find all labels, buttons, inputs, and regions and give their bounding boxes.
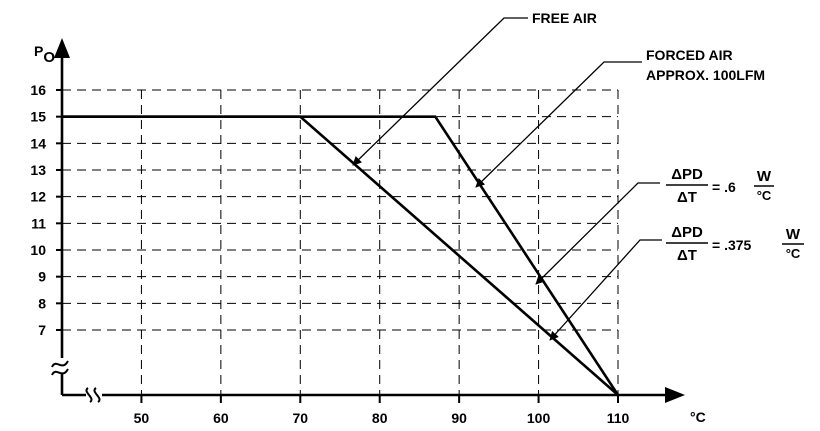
- forced-air-label-line1: FORCED AIR: [646, 47, 733, 63]
- y-tick-label: 10: [30, 242, 46, 258]
- forced-air-label-line2: APPROX. 100LFM: [646, 67, 765, 83]
- y-tick-label: 14: [30, 135, 46, 151]
- y-tick-label: 12: [30, 189, 46, 205]
- series: [62, 115, 620, 396]
- series-line-free-air: [62, 115, 619, 396]
- x-tick-label: 50: [134, 410, 150, 426]
- free-air-label: FREE AIR: [532, 10, 597, 26]
- free-air-leader: [352, 17, 528, 166]
- x-axis-break-icon: [85, 387, 93, 403]
- annotation-free-air: FREE AIR: [352, 10, 597, 166]
- y-axis-break-icon: [51, 360, 69, 368]
- slope-1-unit-denominator: °C: [757, 188, 772, 203]
- y-tick-label: 9: [38, 269, 46, 285]
- x-axis-break-icon: [93, 387, 101, 403]
- y-tick-label: 15: [30, 109, 46, 125]
- annotation-slope-2: ΔPD ΔT = .375 W °C: [549, 224, 804, 341]
- axes: [50, 38, 685, 403]
- slope-1-denominator: ΔT: [677, 189, 697, 206]
- slope-2-unit-numerator: W: [786, 226, 801, 243]
- y-tick-label: 8: [38, 295, 46, 311]
- y-tick-label: 11: [31, 215, 46, 231]
- slope-1-numerator: ΔPD: [671, 166, 703, 183]
- slope-2-leader: [549, 239, 662, 341]
- annotation-forced-air: FORCED AIR APPROX. 100LFM: [475, 47, 765, 188]
- x-tick-label: 70: [292, 410, 308, 426]
- y-axis-title: PO: [34, 43, 55, 66]
- slope-2-unit-denominator: °C: [786, 246, 801, 261]
- slope-2-denominator: ΔT: [677, 247, 697, 264]
- forced-air-leader: [475, 61, 642, 188]
- annotation-slope-1: ΔPD ΔT = .6 W °C: [535, 166, 774, 285]
- x-tick-label: 90: [451, 410, 467, 426]
- y-axis-arrow-icon: [54, 38, 70, 58]
- x-tick-label: 80: [372, 410, 388, 426]
- x-tick-label: 110: [607, 410, 630, 426]
- slope-1-unit-numerator: W: [757, 168, 772, 185]
- y-tick-label: 7: [38, 322, 46, 338]
- slope-2-value: = .375: [712, 237, 752, 253]
- grid: [62, 89, 619, 395]
- series-line-forced-air: [62, 115, 620, 396]
- x-tick-label: 60: [213, 410, 229, 426]
- x-axis-title: °C: [690, 409, 706, 425]
- x-axis-break-gap: [86, 387, 102, 403]
- y-tick-label: 13: [30, 162, 46, 178]
- slope-2-numerator: ΔPD: [671, 224, 703, 241]
- slope-1-leader: [535, 182, 660, 285]
- y-axis-break-icon: [51, 368, 69, 376]
- tick-labels: 7 8 9 10 11 12 13 14 15 16 50 60 70 80 90 100 110: [30, 82, 629, 426]
- x-tick-label: 100: [527, 410, 551, 426]
- x-axis-arrow-icon: [665, 387, 685, 403]
- slope-1-value: = .6: [712, 179, 736, 195]
- y-tick-label: 16: [30, 82, 46, 98]
